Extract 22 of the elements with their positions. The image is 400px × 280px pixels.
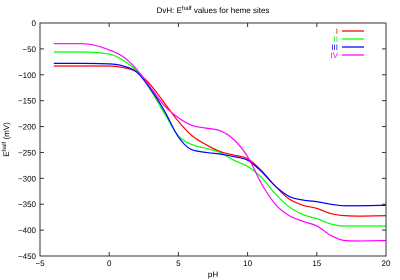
y-tick-label: −400 [18,226,37,236]
x-tick-label: 10 [243,259,253,268]
y-tick-label: −450 [18,252,37,261]
y-tick-label: −350 [18,200,37,210]
y-tick-label: −300 [18,174,37,184]
x-tick-label: 15 [312,259,322,268]
x-axis-title: pH [208,270,218,279]
x-tick-label: 5 [176,259,182,268]
legend-label: IV [330,51,339,60]
y-tick-label: −100 [18,70,37,80]
chart-title: DvH: E$^{half}$ values for heme sites [156,5,270,15]
legend-label: III [331,43,338,52]
y-tick-label: −250 [18,148,37,158]
x-tick-label: −5 [35,259,46,268]
x-tick-label: 0 [106,259,112,268]
y-tick-label: −200 [18,122,37,132]
x-tick-label: 20 [382,259,391,268]
y-tick-label: 0 [32,19,37,28]
y-tick-label: −50 [22,44,37,54]
legend-label: II [334,35,338,44]
legend-label: I [336,27,338,36]
y-tick-label: −150 [18,96,37,106]
